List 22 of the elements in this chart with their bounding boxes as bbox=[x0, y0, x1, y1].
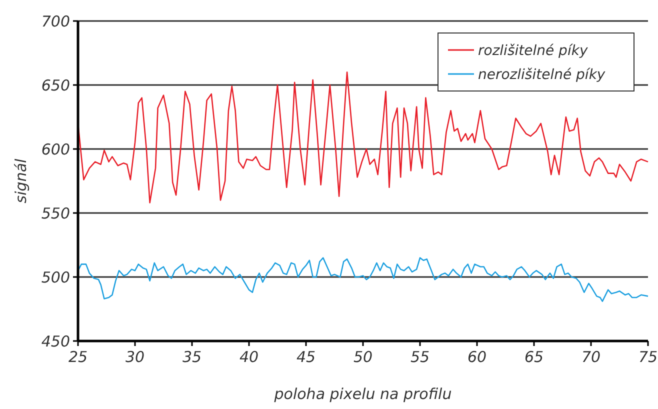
y-axis-title: signál bbox=[12, 158, 30, 204]
y-tick-label: 650 bbox=[41, 76, 70, 94]
x-tick-label: 50 bbox=[353, 348, 373, 366]
legend-label: rozlišitelné píky bbox=[478, 42, 588, 59]
x-tick-label: 60 bbox=[467, 348, 487, 366]
y-tick-label: 700 bbox=[41, 12, 70, 30]
x-tick-label: 55 bbox=[410, 348, 430, 366]
x-tick-label: 75 bbox=[638, 348, 658, 366]
legend-label: nerozlišitelné píky bbox=[478, 66, 606, 83]
y-tick-label: 500 bbox=[41, 268, 70, 286]
x-tick-label: 40 bbox=[239, 348, 259, 366]
y-tick-label: 600 bbox=[41, 140, 70, 158]
x-tick-label: 35 bbox=[182, 348, 202, 366]
x-tick-label: 25 bbox=[68, 348, 88, 366]
x-tick-label: 45 bbox=[296, 348, 316, 366]
x-tick-label: 70 bbox=[581, 348, 601, 366]
x-tick-label: 65 bbox=[524, 348, 544, 366]
x-tick-label: 30 bbox=[125, 348, 145, 366]
line-series bbox=[77, 257, 649, 302]
x-axis-title: poloha pixelu na profilu bbox=[273, 385, 452, 403]
y-tick-label: 450 bbox=[41, 332, 70, 350]
y-tick-label: 550 bbox=[41, 204, 70, 222]
